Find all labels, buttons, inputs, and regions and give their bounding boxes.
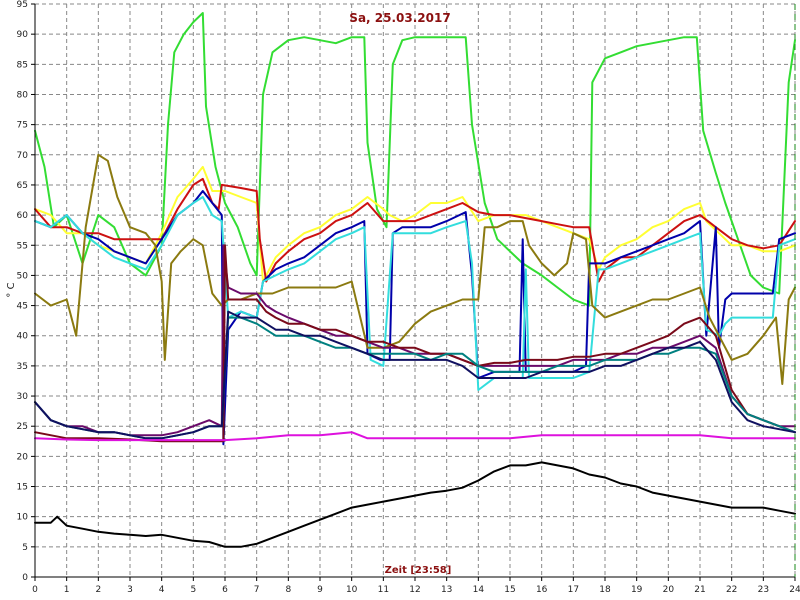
series-line-11 [34,461,796,548]
x-tick-label-10: 10 [346,585,358,595]
y-tick-label-1: 5 [22,543,28,553]
x-tick-label-22: 22 [726,585,737,595]
series-line-0 [34,12,796,307]
x-tick-label-8: 8 [285,585,291,595]
x-tick-label-11: 11 [378,585,389,595]
y-tick-label-13: 65 [17,181,28,191]
y-axis-label: ° C [6,282,17,297]
y-tick-label-5: 25 [17,422,28,432]
x-tick-label-2: 2 [95,585,101,595]
x-tick-label-7: 7 [254,585,260,595]
y-tick-label-3: 15 [17,483,28,493]
y-tick-label-9: 45 [17,302,28,312]
y-tick-label-17: 85 [17,60,28,70]
x-tick-label-23: 23 [758,585,769,595]
x-tick-label-18: 18 [599,585,611,595]
series-line-7 [34,244,796,443]
x-tick-label-14: 14 [473,585,485,595]
x-tick-label-9: 9 [317,585,323,595]
y-tick-label-11: 55 [17,241,28,251]
series-line-5 [34,153,796,385]
y-tick-label-16: 80 [17,90,29,100]
chart-title: Sa, 25.03.2017 [349,11,450,25]
x-tick-label-16: 16 [536,585,548,595]
x-tick-label-20: 20 [663,585,675,595]
x-tick-label-3: 3 [127,585,133,595]
series-line-9 [34,310,796,440]
y-tick-label-8: 40 [17,332,29,342]
series-group [34,12,796,548]
x-tick-label-15: 15 [504,585,515,595]
y-tick-label-14: 70 [17,151,29,161]
x-tick-label-13: 13 [441,585,452,595]
y-tick-label-4: 20 [17,452,29,462]
y-tick-label-19: 95 [17,0,28,10]
y-tick-label-7: 35 [17,362,28,372]
y-tick-label-10: 50 [17,271,29,281]
series-line-6 [34,244,796,437]
y-tick-label-6: 30 [17,392,29,402]
y-tick-label-12: 60 [17,211,29,221]
x-tick-label-19: 19 [631,585,643,595]
y-tick-label-18: 90 [17,30,29,40]
x-tick-label-6: 6 [222,585,228,595]
x-axis-label: Zeit [23:58] [385,565,452,576]
series-line-4 [34,196,796,391]
x-tick-label-1: 1 [64,585,70,595]
grid [35,3,796,577]
y-tick-label-0: 0 [22,573,28,583]
axes: 0 1 2 3 4 5 6 7 8 9 10 11 12 13 14 15 16 17 18 19 20 21 22 23 24… [17,0,800,595]
series-line-1 [34,165,796,283]
x-tick-label-0: 0 [32,585,38,595]
series-line-10 [34,431,796,442]
y-tick-label-15: 75 [17,121,28,131]
x-tick-label-21: 21 [694,585,705,595]
y-tick-label-2: 10 [17,513,29,523]
x-tick-label-5: 5 [190,585,196,595]
x-tick-label-24: 24 [789,585,800,595]
x-tick-label-4: 4 [159,585,165,595]
x-tick-label-12: 12 [409,585,420,595]
series-line-3 [34,190,796,446]
x-tick-label-17: 17 [568,585,579,595]
